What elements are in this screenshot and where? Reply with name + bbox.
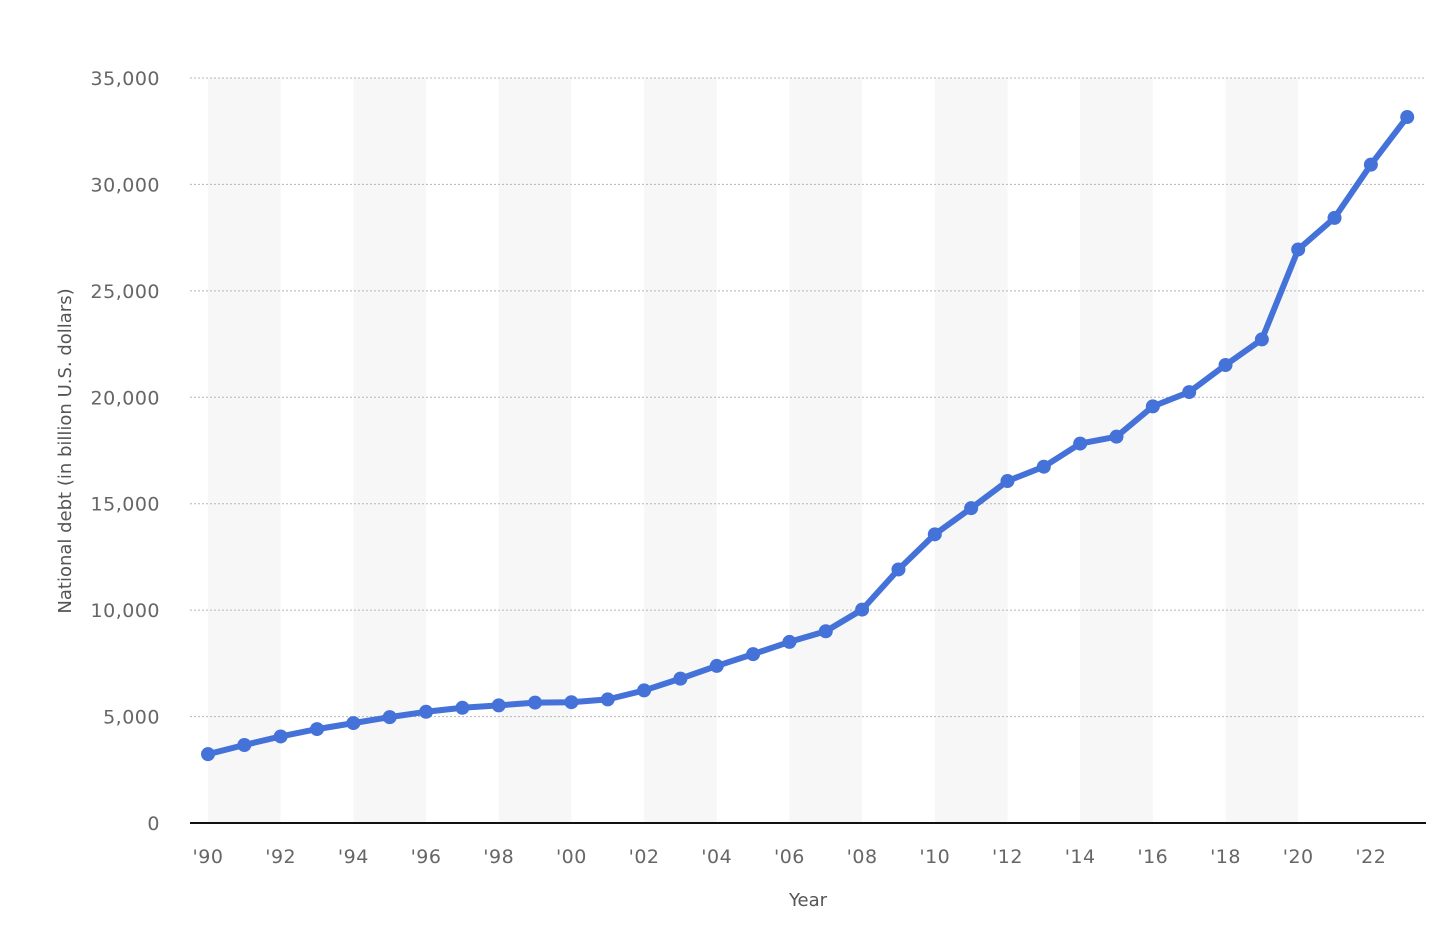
series-national-debt: [201, 110, 1415, 762]
background-band: [498, 78, 572, 823]
x-tick-label: '00: [556, 846, 587, 868]
data-point: [346, 716, 361, 731]
y-tick-label: 0: [147, 813, 160, 835]
data-point: [782, 634, 797, 649]
data-point: [673, 671, 688, 686]
data-point: [709, 658, 724, 673]
x-tick-label: '22: [1355, 846, 1386, 868]
y-tick-label: 10,000: [91, 600, 160, 622]
x-tick-label: '92: [265, 846, 296, 868]
data-point: [927, 527, 942, 542]
data-point: [1363, 157, 1378, 172]
x-tick-label: '98: [483, 846, 514, 868]
data-point: [237, 737, 252, 752]
data-point: [382, 710, 397, 725]
x-tick-label: '20: [1283, 846, 1314, 868]
x-tick-label: '10: [919, 846, 950, 868]
background-band: [208, 78, 281, 823]
x-tick-label: '04: [701, 846, 732, 868]
y-tick-label: 5,000: [103, 707, 160, 729]
data-point: [455, 700, 470, 715]
data-point: [964, 501, 979, 516]
y-tick-label: 25,000: [91, 281, 160, 303]
data-point: [1073, 436, 1088, 451]
data-point: [818, 624, 833, 639]
data-point: [419, 704, 434, 719]
x-axis-ticks: '90 '92 '94 '96 '98 '00 '02 '04 '06 '08 '10 '12 '14 '…: [193, 846, 1386, 868]
data-point: [1218, 358, 1233, 373]
series-line: [205, 114, 1411, 758]
data-point: [528, 695, 543, 710]
x-tick-label: '96: [411, 846, 442, 868]
data-point: [1000, 474, 1015, 489]
background-band: [934, 78, 1008, 823]
data-point: [1254, 332, 1269, 347]
data-point: [637, 683, 652, 698]
data-point: [564, 695, 579, 710]
data-point: [1145, 399, 1160, 414]
data-point: [1036, 459, 1051, 474]
y-tick-label: 15,000: [91, 494, 160, 516]
background-band: [644, 78, 717, 823]
data-point: [491, 698, 506, 713]
x-tick-label: '12: [992, 846, 1023, 868]
y-tick-label: 20,000: [91, 387, 160, 409]
x-tick-label: '90: [193, 846, 224, 868]
data-point: [1109, 429, 1124, 444]
background-band: [789, 78, 863, 823]
x-tick-label: '94: [338, 846, 369, 868]
data-point: [746, 647, 761, 662]
alternating-year-bands: [208, 78, 1299, 823]
x-tick-label: '14: [1065, 846, 1096, 868]
x-tick-label: '16: [1137, 846, 1168, 868]
x-tick-label: '08: [847, 846, 878, 868]
x-tick-label: '06: [774, 846, 805, 868]
data-point: [1327, 210, 1342, 225]
y-tick-label: 35,000: [91, 68, 160, 90]
background-band: [1080, 78, 1153, 823]
data-point: [600, 692, 615, 707]
data-point: [891, 562, 906, 577]
data-point: [855, 602, 870, 617]
data-point: [1291, 242, 1306, 257]
x-tick-label: '18: [1210, 846, 1241, 868]
y-tick-label: 30,000: [91, 174, 160, 196]
data-point: [201, 747, 215, 762]
background-band: [1225, 78, 1299, 823]
y-axis-title: National debt (in billion U.S. dollars): [55, 288, 76, 613]
data-point: [1400, 110, 1415, 125]
data-point: [273, 729, 288, 744]
data-point: [1182, 385, 1197, 400]
y-axis-ticks: 0 5,000 10,000 15,000 20,000 25,000 30,000 35,0…: [91, 68, 160, 835]
data-point: [310, 722, 325, 737]
x-tick-label: '02: [629, 846, 660, 868]
background-band: [353, 78, 427, 823]
x-axis-title: Year: [788, 890, 828, 911]
